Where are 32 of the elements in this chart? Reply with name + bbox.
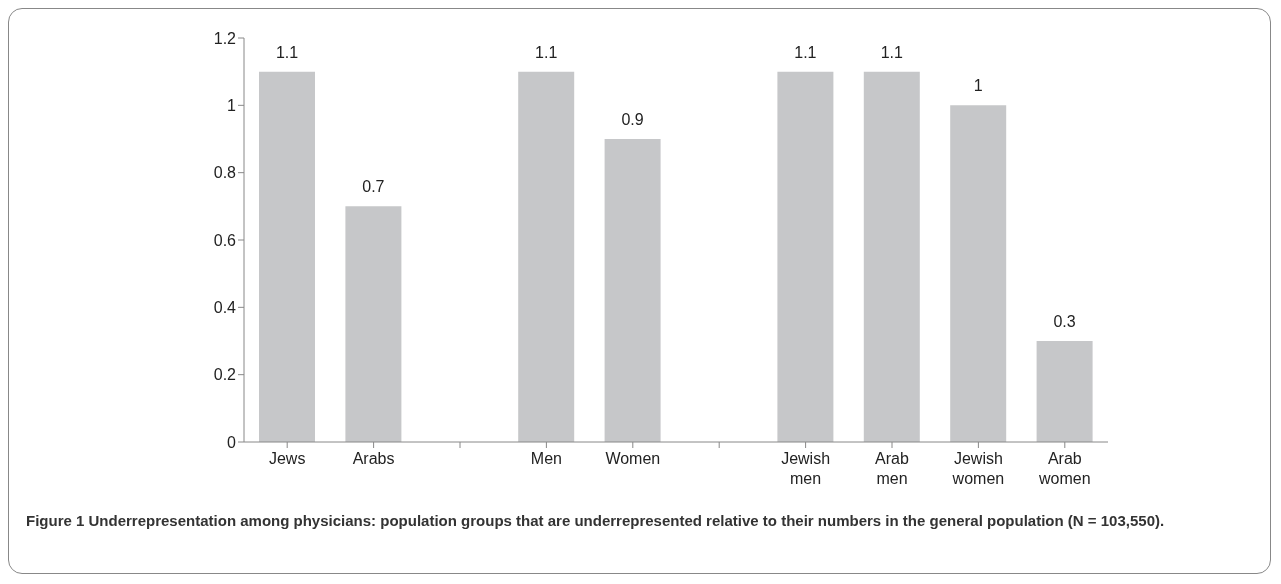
y-tick-label: 0.6 (213, 231, 237, 249)
y-tick-label: 0.2 (213, 366, 237, 384)
x-tick-label: Arab men (875, 450, 909, 487)
bar (259, 71, 315, 442)
x-tick-label: Men (530, 450, 562, 467)
bar (518, 71, 575, 442)
bar (950, 105, 1007, 442)
x-tick-label: Jewish men (781, 450, 831, 487)
data-label: 1.1 (880, 43, 904, 61)
y-tick-label: 0.8 (213, 164, 237, 182)
x-tick-label: Arabs (352, 450, 395, 467)
data-label: 0.3 (1053, 313, 1076, 330)
data-label: 1.1 (794, 43, 817, 61)
bar (863, 71, 920, 442)
bar (345, 206, 402, 442)
bar (604, 139, 661, 442)
data-label: 1 (973, 77, 983, 95)
x-tick-label: Women (605, 450, 661, 467)
data-label: 0.9 (621, 111, 644, 128)
bar (1036, 341, 1093, 442)
y-tick-label: 1 (227, 97, 237, 115)
caption: Figure 1 Underrepresentation among physicians: population groups that are underrepresented relative to their numbers in the general population (N = 103,550). (26, 511, 1166, 531)
y-tick-label: 0 (227, 433, 237, 451)
x-tick-label: Arab women (1038, 450, 1091, 487)
y-tick-label: 1.2 (213, 29, 237, 47)
x-tick-label: Jewish women (951, 450, 1005, 487)
bar (777, 71, 834, 442)
data-label: 1.1 (275, 43, 299, 61)
data-label: 1.1 (535, 43, 558, 61)
data-label: 0.7 (362, 178, 385, 196)
y-tick-label: 0.4 (213, 299, 237, 317)
x-tick-label: Jews (268, 450, 306, 467)
